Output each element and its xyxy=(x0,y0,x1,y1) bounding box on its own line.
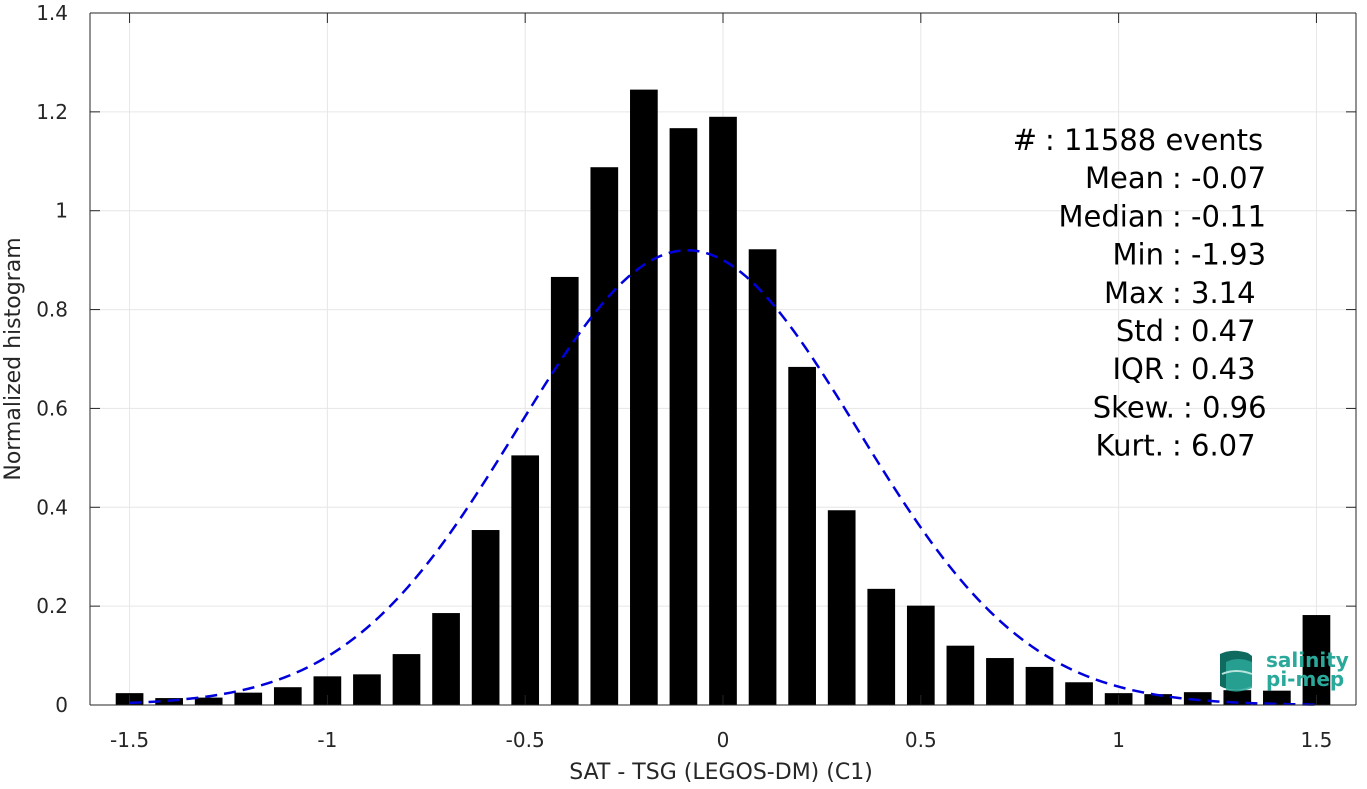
histogram-bar xyxy=(1025,666,1054,705)
y-tick-label: 1.4 xyxy=(36,1,68,25)
histogram-bar xyxy=(867,588,896,705)
stat-value: : -0.07 xyxy=(1172,161,1266,195)
histogram-bars xyxy=(115,89,1331,706)
stat-name: Mean xyxy=(1085,161,1164,195)
histogram-bar xyxy=(1302,615,1331,705)
histogram-bar xyxy=(906,605,935,705)
histogram-bar xyxy=(353,674,381,705)
stat-line: #: 11588 events xyxy=(1013,123,1263,157)
x-tick-label: -1 xyxy=(317,728,337,752)
stat-name: Kurt. xyxy=(1096,429,1164,463)
histogram-bar xyxy=(669,128,698,705)
y-tick-label: 0.4 xyxy=(36,495,68,519)
histogram-bar xyxy=(986,658,1014,705)
histogram-bar xyxy=(432,613,460,705)
stat-name: Skew. xyxy=(1093,390,1175,424)
stat-value: : -0.11 xyxy=(1172,199,1266,233)
histogram-bar xyxy=(550,276,579,705)
stat-value: : 0.47 xyxy=(1172,314,1256,348)
histogram-bar xyxy=(1183,692,1212,705)
x-tick-label: 0 xyxy=(717,728,730,752)
x-tick-label: 0.5 xyxy=(905,728,937,752)
histogram-bar xyxy=(392,654,421,705)
y-tick-label: 0.6 xyxy=(36,396,68,420)
y-tick-label: 1.2 xyxy=(36,100,68,124)
histogram-bar xyxy=(748,249,777,706)
x-tick-label: -1.5 xyxy=(110,728,149,752)
stat-value: : -1.93 xyxy=(1172,238,1266,272)
logo-line2: pi-mep xyxy=(1266,667,1344,691)
salinity-pimep-logo: salinity pi-mep xyxy=(1220,648,1349,692)
histogram-bar xyxy=(630,89,658,706)
y-axis-label: Normalized histogram xyxy=(1,237,26,480)
stat-value: : 11588 events xyxy=(1045,123,1263,157)
stat-line: Max: 3.14 xyxy=(1104,276,1256,310)
x-axis-label: SAT - TSG (LEGOS-DM) (C1) xyxy=(569,760,873,785)
stat-line: Median: -0.11 xyxy=(1059,199,1267,233)
stat-line: Skew.: 0.96 xyxy=(1093,390,1267,424)
logo-wave-icon-stripe xyxy=(1221,670,1253,675)
histogram-bar xyxy=(234,692,263,705)
stat-line: IQR: 0.43 xyxy=(1112,352,1255,386)
histogram-bar xyxy=(590,167,619,705)
stat-value: : 0.43 xyxy=(1172,352,1256,386)
stat-name: Median xyxy=(1059,199,1164,233)
stat-line: Kurt.: 6.07 xyxy=(1096,429,1256,463)
histogram-bar xyxy=(511,455,540,705)
logo-line1: salinity xyxy=(1266,648,1349,672)
y-tick-label: 1 xyxy=(55,199,68,223)
stat-name: Std xyxy=(1116,314,1164,348)
histogram-bar xyxy=(273,687,302,705)
x-tick-label: 1.5 xyxy=(1301,728,1333,752)
stat-name: # xyxy=(1013,123,1037,157)
y-tick-label: 0.2 xyxy=(36,594,68,618)
y-axis-ticks: 0 0.2 0.4 0.6 0.8 1 1.2 1.4 xyxy=(36,1,1356,717)
histogram-bar xyxy=(827,510,856,705)
histogram-bar xyxy=(1263,690,1291,705)
stat-line: Min: -1.93 xyxy=(1113,238,1267,272)
y-tick-label: 0.8 xyxy=(36,298,68,322)
stat-name: Min xyxy=(1113,238,1164,272)
y-tick-label: 0 xyxy=(55,693,68,717)
stat-name: IQR xyxy=(1112,352,1164,386)
stat-value: : 3.14 xyxy=(1172,276,1256,310)
x-tick-label: -0.5 xyxy=(506,728,545,752)
stat-value: : 0.96 xyxy=(1183,390,1267,424)
stat-line: Std: 0.47 xyxy=(1116,314,1256,348)
x-axis-ticks: -1.5 -1 -0.5 0 0.5 1 1.5 xyxy=(110,13,1332,752)
histogram-bar xyxy=(471,530,500,705)
logo-wave-icon-light xyxy=(1226,659,1252,692)
histogram-bar xyxy=(709,116,737,706)
stat-value: : 6.07 xyxy=(1172,429,1256,463)
histogram-bar xyxy=(194,697,223,705)
stat-line: Mean: -0.07 xyxy=(1085,161,1266,195)
histogram-bar xyxy=(946,645,975,705)
gaussian-fit-curve xyxy=(129,249,1317,706)
x-tick-label: 1 xyxy=(1112,728,1125,752)
histogram-bar xyxy=(788,366,816,705)
histogram-bar xyxy=(1065,682,1093,705)
histogram-bar xyxy=(1144,694,1173,705)
fit-curve-layer xyxy=(129,249,1317,706)
stat-name: Max xyxy=(1104,276,1164,310)
